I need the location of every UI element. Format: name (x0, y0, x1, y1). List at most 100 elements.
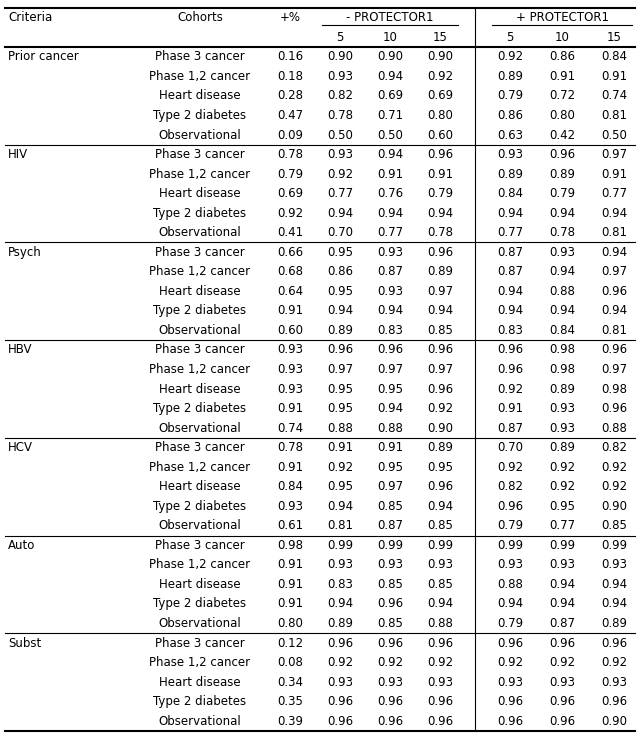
Text: 0.92: 0.92 (549, 480, 575, 493)
Text: 0.93: 0.93 (327, 148, 353, 161)
Text: 0.93: 0.93 (377, 675, 403, 689)
Text: 0.94: 0.94 (601, 578, 627, 591)
Text: 0.87: 0.87 (497, 246, 523, 259)
Text: 0.94: 0.94 (327, 304, 353, 317)
Text: 0.96: 0.96 (427, 344, 453, 356)
Text: 0.96: 0.96 (497, 636, 523, 650)
Text: 0.94: 0.94 (377, 70, 403, 83)
Text: 0.35: 0.35 (277, 695, 303, 708)
Text: 0.96: 0.96 (377, 715, 403, 728)
Text: 0.96: 0.96 (327, 344, 353, 356)
Text: 0.93: 0.93 (427, 559, 453, 571)
Text: Heart disease: Heart disease (159, 675, 241, 689)
Text: 0.85: 0.85 (377, 617, 403, 630)
Text: 0.93: 0.93 (377, 559, 403, 571)
Text: 0.94: 0.94 (427, 207, 453, 219)
Text: Type 2 diabetes: Type 2 diabetes (154, 109, 246, 122)
Text: 0.28: 0.28 (277, 89, 303, 103)
Text: 0.60: 0.60 (427, 129, 453, 141)
Text: 0.87: 0.87 (377, 520, 403, 532)
Text: Phase 1,2 cancer: Phase 1,2 cancer (149, 656, 251, 669)
Text: 0.89: 0.89 (497, 70, 523, 83)
Text: 0.83: 0.83 (377, 324, 403, 337)
Text: 0.81: 0.81 (327, 520, 353, 532)
Text: 0.80: 0.80 (277, 617, 303, 630)
Text: 0.99: 0.99 (327, 539, 353, 552)
Text: - PROTECTOR1: - PROTECTOR1 (346, 11, 434, 24)
Text: 0.93: 0.93 (277, 500, 303, 513)
Text: 0.95: 0.95 (327, 480, 353, 493)
Text: 0.83: 0.83 (497, 324, 523, 337)
Text: Heart disease: Heart disease (159, 578, 241, 591)
Text: Psych: Psych (8, 246, 42, 259)
Text: Observational: Observational (159, 129, 241, 141)
Text: Type 2 diabetes: Type 2 diabetes (154, 304, 246, 317)
Text: 0.84: 0.84 (549, 324, 575, 337)
Text: 0.93: 0.93 (327, 675, 353, 689)
Text: 0.74: 0.74 (277, 422, 303, 435)
Text: 0.98: 0.98 (549, 363, 575, 376)
Text: 0.83: 0.83 (327, 578, 353, 591)
Text: 0.61: 0.61 (277, 520, 303, 532)
Text: 0.92: 0.92 (327, 168, 353, 180)
Text: 0.94: 0.94 (549, 578, 575, 591)
Text: 0.79: 0.79 (277, 168, 303, 180)
Text: 10: 10 (555, 31, 570, 44)
Text: 0.94: 0.94 (549, 304, 575, 317)
Text: 0.93: 0.93 (327, 70, 353, 83)
Text: Phase 1,2 cancer: Phase 1,2 cancer (149, 265, 251, 279)
Text: 0.88: 0.88 (601, 422, 627, 435)
Text: 0.88: 0.88 (377, 422, 403, 435)
Text: 0.79: 0.79 (427, 187, 453, 200)
Text: 0.91: 0.91 (601, 70, 627, 83)
Text: 0.16: 0.16 (277, 50, 303, 64)
Text: Observational: Observational (159, 226, 241, 239)
Text: 0.99: 0.99 (549, 539, 575, 552)
Text: 0.93: 0.93 (277, 383, 303, 395)
Text: 0.93: 0.93 (377, 285, 403, 298)
Text: 0.96: 0.96 (427, 636, 453, 650)
Text: 0.98: 0.98 (277, 539, 303, 552)
Text: 0.96: 0.96 (327, 695, 353, 708)
Text: 0.96: 0.96 (377, 344, 403, 356)
Text: 0.89: 0.89 (549, 168, 575, 180)
Text: Observational: Observational (159, 422, 241, 435)
Text: 0.93: 0.93 (377, 246, 403, 259)
Text: 0.87: 0.87 (549, 617, 575, 630)
Text: Type 2 diabetes: Type 2 diabetes (154, 207, 246, 219)
Text: 0.90: 0.90 (377, 50, 403, 64)
Text: 0.80: 0.80 (549, 109, 575, 122)
Text: 0.91: 0.91 (277, 559, 303, 571)
Text: 0.94: 0.94 (497, 285, 523, 298)
Text: 0.88: 0.88 (497, 578, 523, 591)
Text: 0.95: 0.95 (377, 383, 403, 395)
Text: 0.78: 0.78 (277, 148, 303, 161)
Text: Phase 1,2 cancer: Phase 1,2 cancer (149, 363, 251, 376)
Text: 0.89: 0.89 (549, 441, 575, 454)
Text: 0.94: 0.94 (377, 207, 403, 219)
Text: 0.82: 0.82 (327, 89, 353, 103)
Text: 0.91: 0.91 (601, 168, 627, 180)
Text: 0.93: 0.93 (601, 559, 627, 571)
Text: 0.84: 0.84 (601, 50, 627, 64)
Text: 0.96: 0.96 (497, 500, 523, 513)
Text: 0.96: 0.96 (377, 598, 403, 610)
Text: 0.96: 0.96 (427, 695, 453, 708)
Text: 0.93: 0.93 (549, 422, 575, 435)
Text: 0.95: 0.95 (549, 500, 575, 513)
Text: 0.94: 0.94 (327, 207, 353, 219)
Text: 0.96: 0.96 (427, 480, 453, 493)
Text: Phase 3 cancer: Phase 3 cancer (155, 441, 245, 454)
Text: 0.90: 0.90 (327, 50, 353, 64)
Text: 0.78: 0.78 (327, 109, 353, 122)
Text: 0.77: 0.77 (377, 226, 403, 239)
Text: 0.92: 0.92 (427, 402, 453, 415)
Text: 0.92: 0.92 (427, 70, 453, 83)
Text: Type 2 diabetes: Type 2 diabetes (154, 695, 246, 708)
Text: 0.81: 0.81 (601, 324, 627, 337)
Text: 10: 10 (383, 31, 397, 44)
Text: 0.96: 0.96 (497, 344, 523, 356)
Text: 0.50: 0.50 (327, 129, 353, 141)
Text: 0.94: 0.94 (427, 500, 453, 513)
Text: 0.96: 0.96 (427, 246, 453, 259)
